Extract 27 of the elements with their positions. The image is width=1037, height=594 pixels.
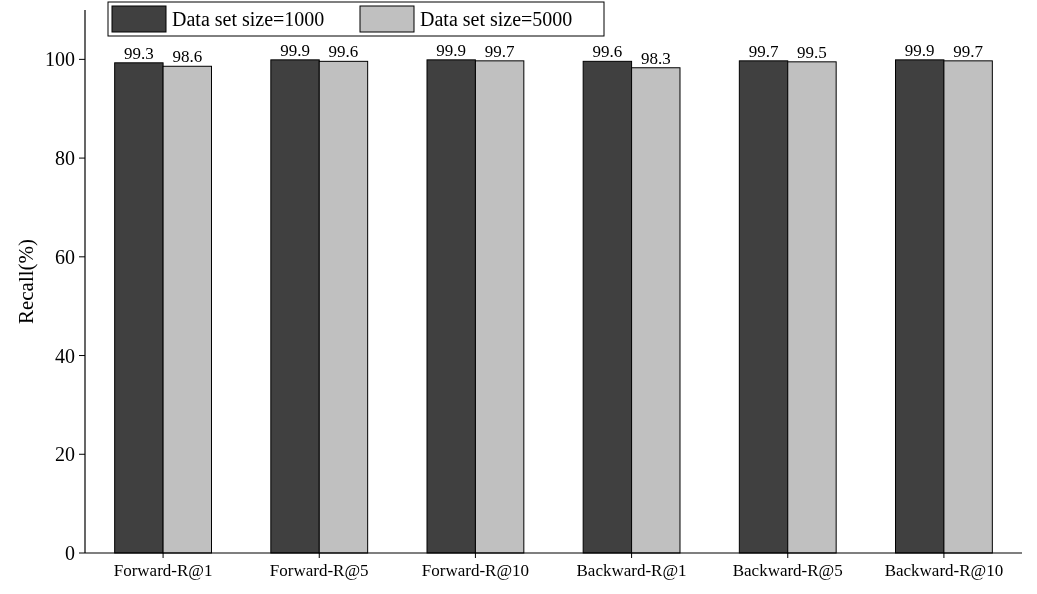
x-tick-label: Backward-R@10 [884,561,1004,580]
y-tick-label: 100 [45,48,75,71]
data-label: 99.6 [592,42,623,62]
data-label: 98.3 [640,48,671,68]
data-label: 99.9 [904,40,935,60]
legend-label: Data set size=5000 [420,8,573,30]
y-tick-label: 0 [65,542,75,564]
x-tick-label: Backward-R@1 [576,561,687,580]
data-label: 99.9 [280,40,310,60]
x-tick-label: Forward-R@5 [269,561,369,580]
data-label: 99.6 [328,42,359,62]
legend-label: Data set size=1000 [172,8,325,30]
x-tick-label: Forward-R@10 [421,561,530,580]
data-label: 98.6 [172,47,203,67]
x-tick-label: Forward-R@1 [113,561,213,580]
data-label: 99.7 [484,41,515,61]
data-label: 99.7 [748,41,779,61]
x-tick-label: Backward-R@5 [732,561,843,580]
y-axis-title: Recall(%) [14,238,38,325]
y-tick-label: 40 [55,344,75,367]
data-label: 99.3 [124,43,154,63]
data-label: 99.7 [953,41,984,61]
y-tick-label: 80 [55,147,75,170]
data-label: 99.9 [436,40,467,60]
y-tick-label: 20 [55,443,75,466]
data-label: 99.5 [797,42,827,62]
y-tick-label: 60 [55,245,75,268]
